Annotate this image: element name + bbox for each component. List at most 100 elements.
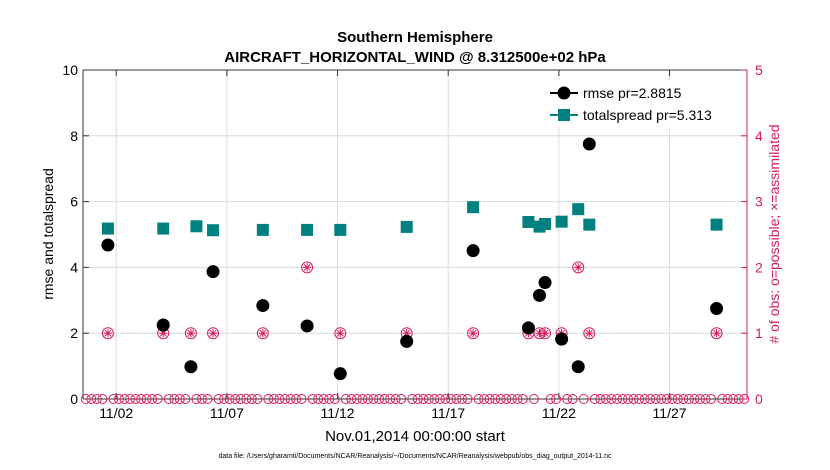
obs-zero-marker [91, 394, 102, 404]
rmse-point [184, 360, 198, 374]
totalspread-point [467, 201, 480, 214]
obs-zero-marker [611, 394, 622, 404]
obs-zero-marker [324, 394, 335, 404]
obs-zero-marker [141, 394, 152, 404]
obs-assimilated-marker [540, 329, 550, 338]
obs-zero-marker [506, 394, 517, 404]
obs-zero-marker [407, 394, 418, 404]
obs-zero-marker [434, 394, 445, 404]
obs-possible-marker [710, 327, 723, 340]
obs-zero-marker [357, 394, 368, 404]
obs-zero-marker [678, 394, 689, 404]
obs-zero-marker [462, 394, 473, 404]
obs-zero-marker [202, 394, 213, 404]
obs-zero-marker [241, 394, 252, 404]
obs-zero-marker [412, 394, 423, 404]
obs-zero-marker [213, 394, 224, 404]
obs-zero-marker [600, 394, 611, 404]
obs-zero-marker [689, 394, 700, 404]
obs-zero-marker [457, 394, 468, 404]
obs-zero-marker [169, 394, 180, 404]
obs-zero-marker [379, 394, 390, 404]
y-tick-label-right: 3 [755, 194, 763, 210]
obs-zero-marker [667, 394, 678, 404]
obs-assimilated-marker [258, 329, 268, 338]
obs-zero-marker [567, 394, 578, 404]
obs-zero-marker [224, 394, 235, 404]
obs-zero-marker [634, 394, 645, 404]
obs-zero-marker [645, 394, 656, 404]
rmse-point [256, 299, 270, 313]
obs-zero-marker [683, 394, 694, 404]
rmse-point [156, 318, 170, 332]
totalspread-point [101, 222, 114, 235]
obs-zero-marker [739, 394, 750, 404]
obs-zero-marker [180, 394, 191, 404]
obs-zero-marker [418, 394, 429, 404]
obs-zero-marker [163, 394, 174, 404]
obs-zero-marker [479, 394, 490, 404]
obs-zero-marker [661, 394, 672, 404]
rmse-point [101, 238, 115, 252]
obs-zero-marker [396, 394, 407, 404]
obs-zero-marker [307, 394, 318, 404]
obs-zero-marker [368, 394, 379, 404]
obs-assimilated-marker [712, 329, 721, 338]
obs-zero-marker [279, 394, 290, 404]
x-axis-label: Nov.01,2014 00:00:00 start [325, 428, 506, 445]
obs-possible-marker [539, 327, 552, 340]
y-tick-label-left: 2 [70, 325, 78, 341]
obs-possible-marker [256, 327, 269, 340]
obs-zero-marker [108, 394, 119, 404]
y-tick-label-right: 0 [755, 391, 763, 407]
legend-box [545, 80, 740, 127]
obs-zero-marker [291, 394, 302, 404]
obs-zero-marker [313, 394, 324, 404]
x-tick-label: 11/07 [210, 405, 244, 421]
obs-zero-marker [340, 394, 351, 404]
totalspread-point [334, 223, 347, 236]
obs-zero-marker [650, 394, 661, 404]
obs-zero-marker [517, 394, 528, 404]
obs-zero-marker [545, 394, 556, 404]
obs-zero-marker [617, 394, 628, 404]
obs-zero-marker [490, 394, 501, 404]
obs-assimilated-marker [208, 329, 218, 338]
obs-zero-marker [495, 394, 506, 404]
obs-zero-marker [235, 394, 246, 404]
legend-totalspread-marker [558, 109, 570, 121]
obs-possible-marker [207, 327, 220, 340]
rmse-point [538, 276, 552, 290]
obs-zero-marker [80, 394, 91, 404]
rmse-point [521, 321, 535, 335]
rmse-point [400, 334, 414, 348]
obs-zero-marker [728, 394, 739, 404]
rmse-point [206, 265, 220, 279]
obs-zero-marker [578, 394, 589, 404]
obs-zero-marker [263, 394, 274, 404]
obs-possible-marker [467, 327, 480, 340]
obs-assimilated-marker [302, 263, 312, 272]
obs-zero-marker [296, 394, 307, 404]
obs-assimilated-marker [186, 329, 196, 338]
obs-zero-marker [423, 394, 434, 404]
y-tick-label-left: 0 [70, 391, 78, 407]
obs-zero-marker [445, 394, 456, 404]
legend-rmse-label: rmse pr=2.8815 [583, 85, 682, 101]
totalspread-point [400, 220, 413, 233]
y-tick-label-right: 5 [755, 62, 763, 78]
obs-assimilated-marker [336, 329, 345, 338]
totalspread-point [157, 222, 170, 235]
obs-zero-marker [125, 394, 136, 404]
obs-possible-marker [572, 261, 585, 274]
obs-zero-marker [362, 394, 373, 404]
obs-zero-marker [733, 394, 744, 404]
rmse-point [555, 332, 569, 346]
totalspread-point [522, 215, 535, 228]
obs-zero-marker [429, 394, 440, 404]
rmse-point [571, 360, 585, 374]
y-tick-label-left: 4 [70, 259, 78, 275]
obs-zero-marker [174, 394, 185, 404]
obs-zero-marker [219, 394, 230, 404]
obs-zero-marker [252, 394, 263, 404]
